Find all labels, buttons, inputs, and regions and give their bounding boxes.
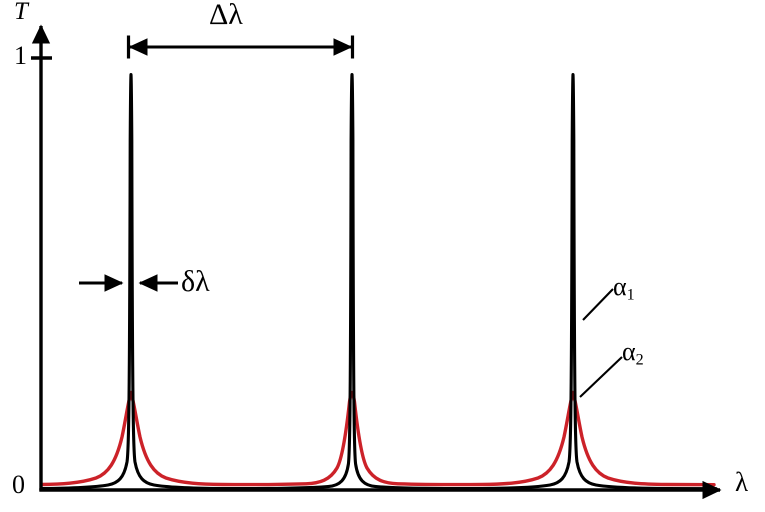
- alpha1-leader-line: [582, 288, 614, 321]
- alpha1-subscript: 1: [626, 286, 635, 304]
- alpha2-curve-label: α2: [622, 337, 644, 370]
- y-axis-tick-label-zero: 0: [12, 470, 25, 499]
- alpha2-leader-line: [579, 356, 623, 398]
- free-spectral-range-label: Δλ: [209, 0, 243, 31]
- transmission-curve-alpha2: [39, 390, 716, 487]
- fsr-measure-bar: [126, 35, 355, 59]
- alpha1-curve-label: α1: [613, 272, 635, 305]
- alpha1-symbol: α: [613, 272, 627, 301]
- linewidth-label: δλ: [181, 265, 210, 298]
- x-axis-title: λ: [735, 467, 749, 497]
- alpha2-symbol: α: [622, 337, 636, 366]
- y-axis-title: T: [14, 0, 28, 25]
- y-axis-tick-label-one: 1: [14, 41, 27, 70]
- alpha2-subscript: 2: [635, 351, 644, 369]
- transmission-curve-alpha1: [39, 72, 718, 491]
